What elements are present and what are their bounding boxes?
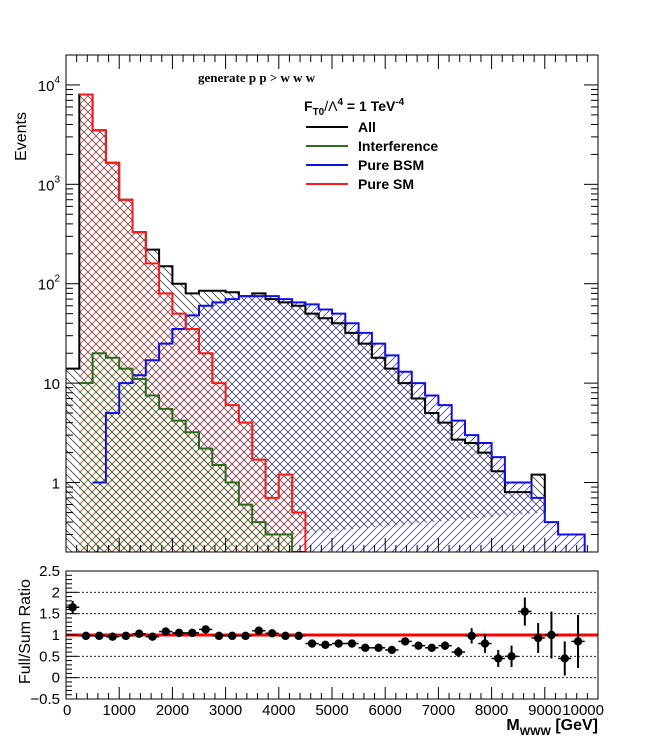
ratio-x-tick-label: 6000: [369, 702, 402, 719]
ratio-point: [334, 639, 343, 648]
main-y-tick-label: 104: [38, 75, 61, 95]
legend-title: FT0/Λ4 = 1 TeV-4: [304, 97, 405, 118]
ratio-point: [95, 631, 104, 641]
ratio-x-tick-label: 7000: [422, 702, 455, 719]
ratio-point: [321, 640, 330, 650]
ratio-point: [68, 603, 77, 612]
ratio-point: [520, 607, 530, 616]
ratio-point: [374, 643, 383, 652]
ratio-x-tick-label: 10000: [562, 702, 604, 719]
legend-label-sm: Pure SM: [358, 176, 414, 192]
ratio-x-tick-label: 2000: [156, 702, 189, 719]
main-y-tick-label: 1: [52, 476, 60, 493]
ratio-point: [400, 637, 410, 646]
ratio-point: [201, 625, 210, 634]
ratio-point: [414, 641, 423, 650]
hist-line-bsm: [92, 295, 586, 552]
ratio-point: [174, 628, 184, 638]
ratio-point: [440, 641, 450, 650]
legend: FT0/Λ4 = 1 TeV-4 All Interference Pure B…: [304, 97, 438, 192]
ratio-point: [307, 639, 317, 648]
hist-fill-interference: [79, 353, 306, 552]
ratio-y-tick-label: 1: [52, 627, 60, 644]
ratio-point: [228, 631, 237, 641]
ratio-y-tick-label: −0.5: [30, 691, 60, 708]
ratio-x-tick-label: 0: [63, 702, 71, 719]
ratio-point: [547, 630, 556, 640]
ratio-point: [467, 631, 476, 641]
ratio-point: [281, 631, 290, 641]
ratio-x-tick-label: 5000: [315, 702, 348, 719]
ratio-y-tick-label: 0.5: [39, 648, 60, 665]
ratio-y-tick-label: 2: [52, 584, 60, 601]
ratio-point: [148, 632, 157, 641]
ratio-x-tick-label: 4000: [262, 702, 295, 719]
ratio-plot: −0.500.511.522.5 0 1000 2000 3000 4000 5000 60…: [30, 563, 604, 719]
x-axis-title: MWWW [GeV]: [506, 717, 598, 737]
ratio-point: [533, 633, 543, 643]
ratio-y-axis-title: Full/Sum Ratio: [17, 579, 34, 684]
ratio-x-tick-label: 9000: [528, 702, 561, 719]
legend-label-interference: Interference: [358, 138, 438, 154]
ratio-point: [161, 627, 170, 636]
ratio-points: [66, 597, 585, 676]
ratio-point: [387, 645, 397, 655]
ratio-point: [121, 631, 131, 641]
ratio-point: [361, 643, 370, 652]
ratio-point: [214, 631, 224, 641]
ratio-x-tick-label: 3000: [209, 702, 242, 719]
hist-line-sm: [79, 93, 307, 552]
ratio-point: [507, 652, 516, 661]
ratio-point: [427, 643, 436, 652]
legend-label-bsm: Pure BSM: [358, 157, 424, 173]
ratio-point: [267, 629, 277, 638]
ratio-point: [480, 639, 490, 648]
ratio-point: [241, 631, 250, 641]
process-label: generate p p > w w w: [198, 70, 316, 85]
hist-line-interference: [79, 352, 307, 552]
ratio-x-tick-label: 8000: [475, 702, 508, 719]
main-y-tick-label: 102: [38, 274, 61, 294]
main-y-tick-label: 103: [38, 174, 61, 194]
ratio-point: [560, 654, 569, 663]
main-y-tick-label: 10: [43, 376, 60, 393]
ratio-point: [347, 639, 357, 648]
ratio-x-tick-label: 1000: [103, 702, 136, 719]
main-x-ticks: [65, 55, 599, 552]
ratio-point: [188, 628, 197, 638]
ratio-y-tick-label: 2.5: [39, 563, 60, 580]
ratio-y-tick-label: 0: [52, 670, 60, 687]
ratio-point: [573, 637, 583, 646]
ratio-point: [494, 654, 503, 663]
main-y-axis-title: Events: [13, 112, 30, 161]
legend-label-all: All: [358, 119, 376, 135]
ratio-x-axis: 0 1000 2000 3000 4000 5000 6000 7000 8000 9000 100…: [63, 687, 604, 719]
ratio-y-tick-label: 1.5: [39, 606, 60, 623]
histogram-lines: [66, 93, 586, 552]
ratio-point: [294, 631, 303, 641]
ratio-point: [134, 629, 144, 638]
ratio-point: [81, 631, 91, 641]
ratio-y-axis: −0.5 0 0.5 1 1.5 2 2.5: [30, 563, 78, 708]
ratio-point: [108, 632, 117, 641]
ratio-point: [254, 626, 264, 635]
ratio-point: [454, 647, 463, 657]
histogram-fills: [66, 94, 585, 552]
